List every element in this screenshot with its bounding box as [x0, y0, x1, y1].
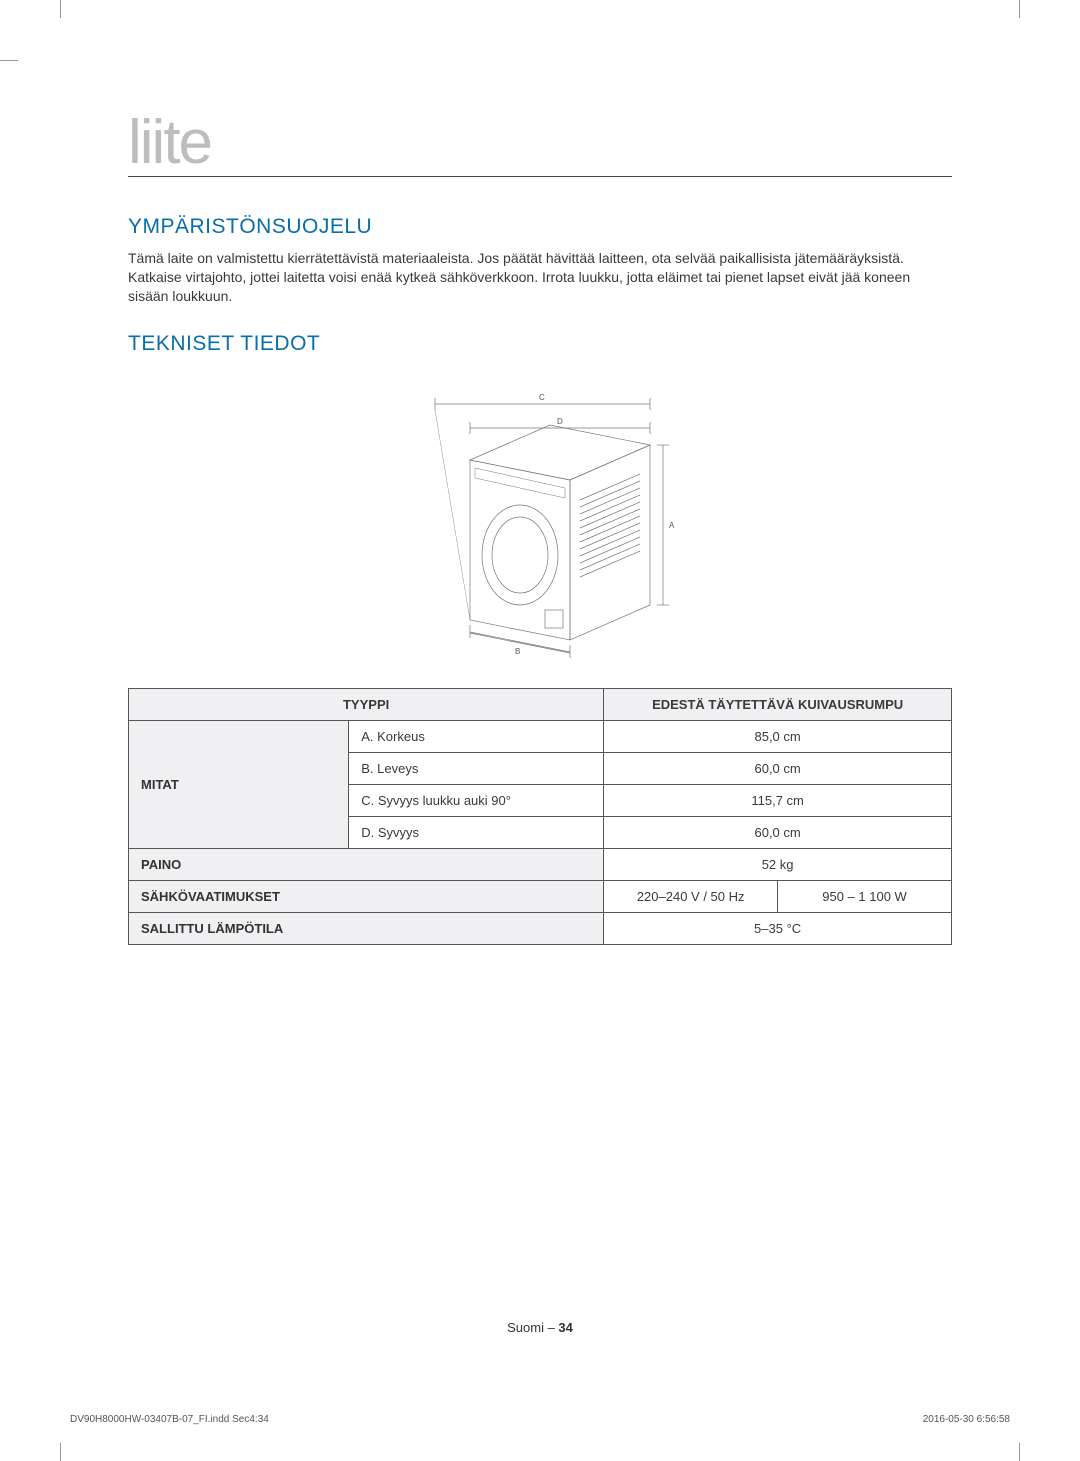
value-lampo: 5–35 °C	[604, 912, 952, 944]
section-environment: YMPÄRISTÖNSUOJELU Tämä laite on valmiste…	[128, 215, 952, 306]
dryer-diagram: A B C D	[385, 370, 695, 670]
value-a: 85,0 cm	[604, 720, 952, 752]
diagram-container: A B C D	[128, 370, 952, 670]
value-sahko-w: 950 – 1 100 W	[778, 880, 952, 912]
crop-mark	[1019, 1443, 1025, 1461]
table-row: PAINO 52 kg	[129, 848, 952, 880]
footer-date: 2016-05-30 6:56:58	[923, 1414, 1010, 1425]
value-paino: 52 kg	[604, 848, 952, 880]
crop-mark	[55, 1443, 61, 1461]
label-paino: PAINO	[129, 848, 604, 880]
label-d: D. Syvyys	[349, 816, 604, 848]
label-c: C. Syvyys luukku auki 90°	[349, 784, 604, 816]
header-type: TYYPPI	[129, 688, 604, 720]
content-area: liite YMPÄRISTÖNSUOJELU Tämä laite on va…	[128, 112, 952, 945]
label-lampo: SALLITTU LÄMPÖTILA	[129, 912, 604, 944]
label-sahko: SÄHKÖVAATIMUKSET	[129, 880, 604, 912]
table-row: MITAT A. Korkeus 85,0 cm	[129, 720, 952, 752]
footer-page-number: Suomi – 34	[0, 1320, 1080, 1335]
table-row-header: TYYPPI EDESTÄ TÄYTETTÄVÄ KUIVAUSRUMPU	[129, 688, 952, 720]
footer-file: DV90H8000HW-03407B-07_FI.indd Sec4:34	[70, 1414, 269, 1425]
diagram-label-a: A	[669, 521, 675, 530]
diagram-label-c: C	[539, 393, 545, 402]
header-product: EDESTÄ TÄYTETTÄVÄ KUIVAUSRUMPU	[604, 688, 952, 720]
table-row: SÄHKÖVAATIMUKSET 220–240 V / 50 Hz 950 –…	[129, 880, 952, 912]
table-row: SALLITTU LÄMPÖTILA 5–35 °C	[129, 912, 952, 944]
heading-environment: YMPÄRISTÖNSUOJELU	[128, 215, 952, 239]
crop-mark	[1019, 0, 1025, 18]
section-technical: TEKNISET TIEDOT	[128, 332, 952, 945]
footer-lang: Suomi –	[507, 1320, 558, 1335]
label-b: B. Leveys	[349, 752, 604, 784]
heading-technical: TEKNISET TIEDOT	[128, 332, 952, 356]
paragraph-environment: Tämä laite on valmistettu kierrätettävis…	[128, 249, 952, 306]
value-b: 60,0 cm	[604, 752, 952, 784]
page-title: liite	[128, 112, 952, 177]
spec-table: TYYPPI EDESTÄ TÄYTETTÄVÄ KUIVAUSRUMPU MI…	[128, 688, 952, 945]
page: liite YMPÄRISTÖNSUOJELU Tämä laite on va…	[0, 0, 1080, 1461]
diagram-label-d: D	[557, 417, 563, 426]
value-d: 60,0 cm	[604, 816, 952, 848]
footer-num: 34	[558, 1320, 572, 1335]
label-mitat: MITAT	[129, 720, 349, 848]
label-a: A. Korkeus	[349, 720, 604, 752]
diagram-label-b: B	[515, 647, 520, 656]
crop-mark	[0, 55, 18, 61]
value-c: 115,7 cm	[604, 784, 952, 816]
crop-mark	[55, 0, 61, 18]
value-sahko-v: 220–240 V / 50 Hz	[604, 880, 778, 912]
